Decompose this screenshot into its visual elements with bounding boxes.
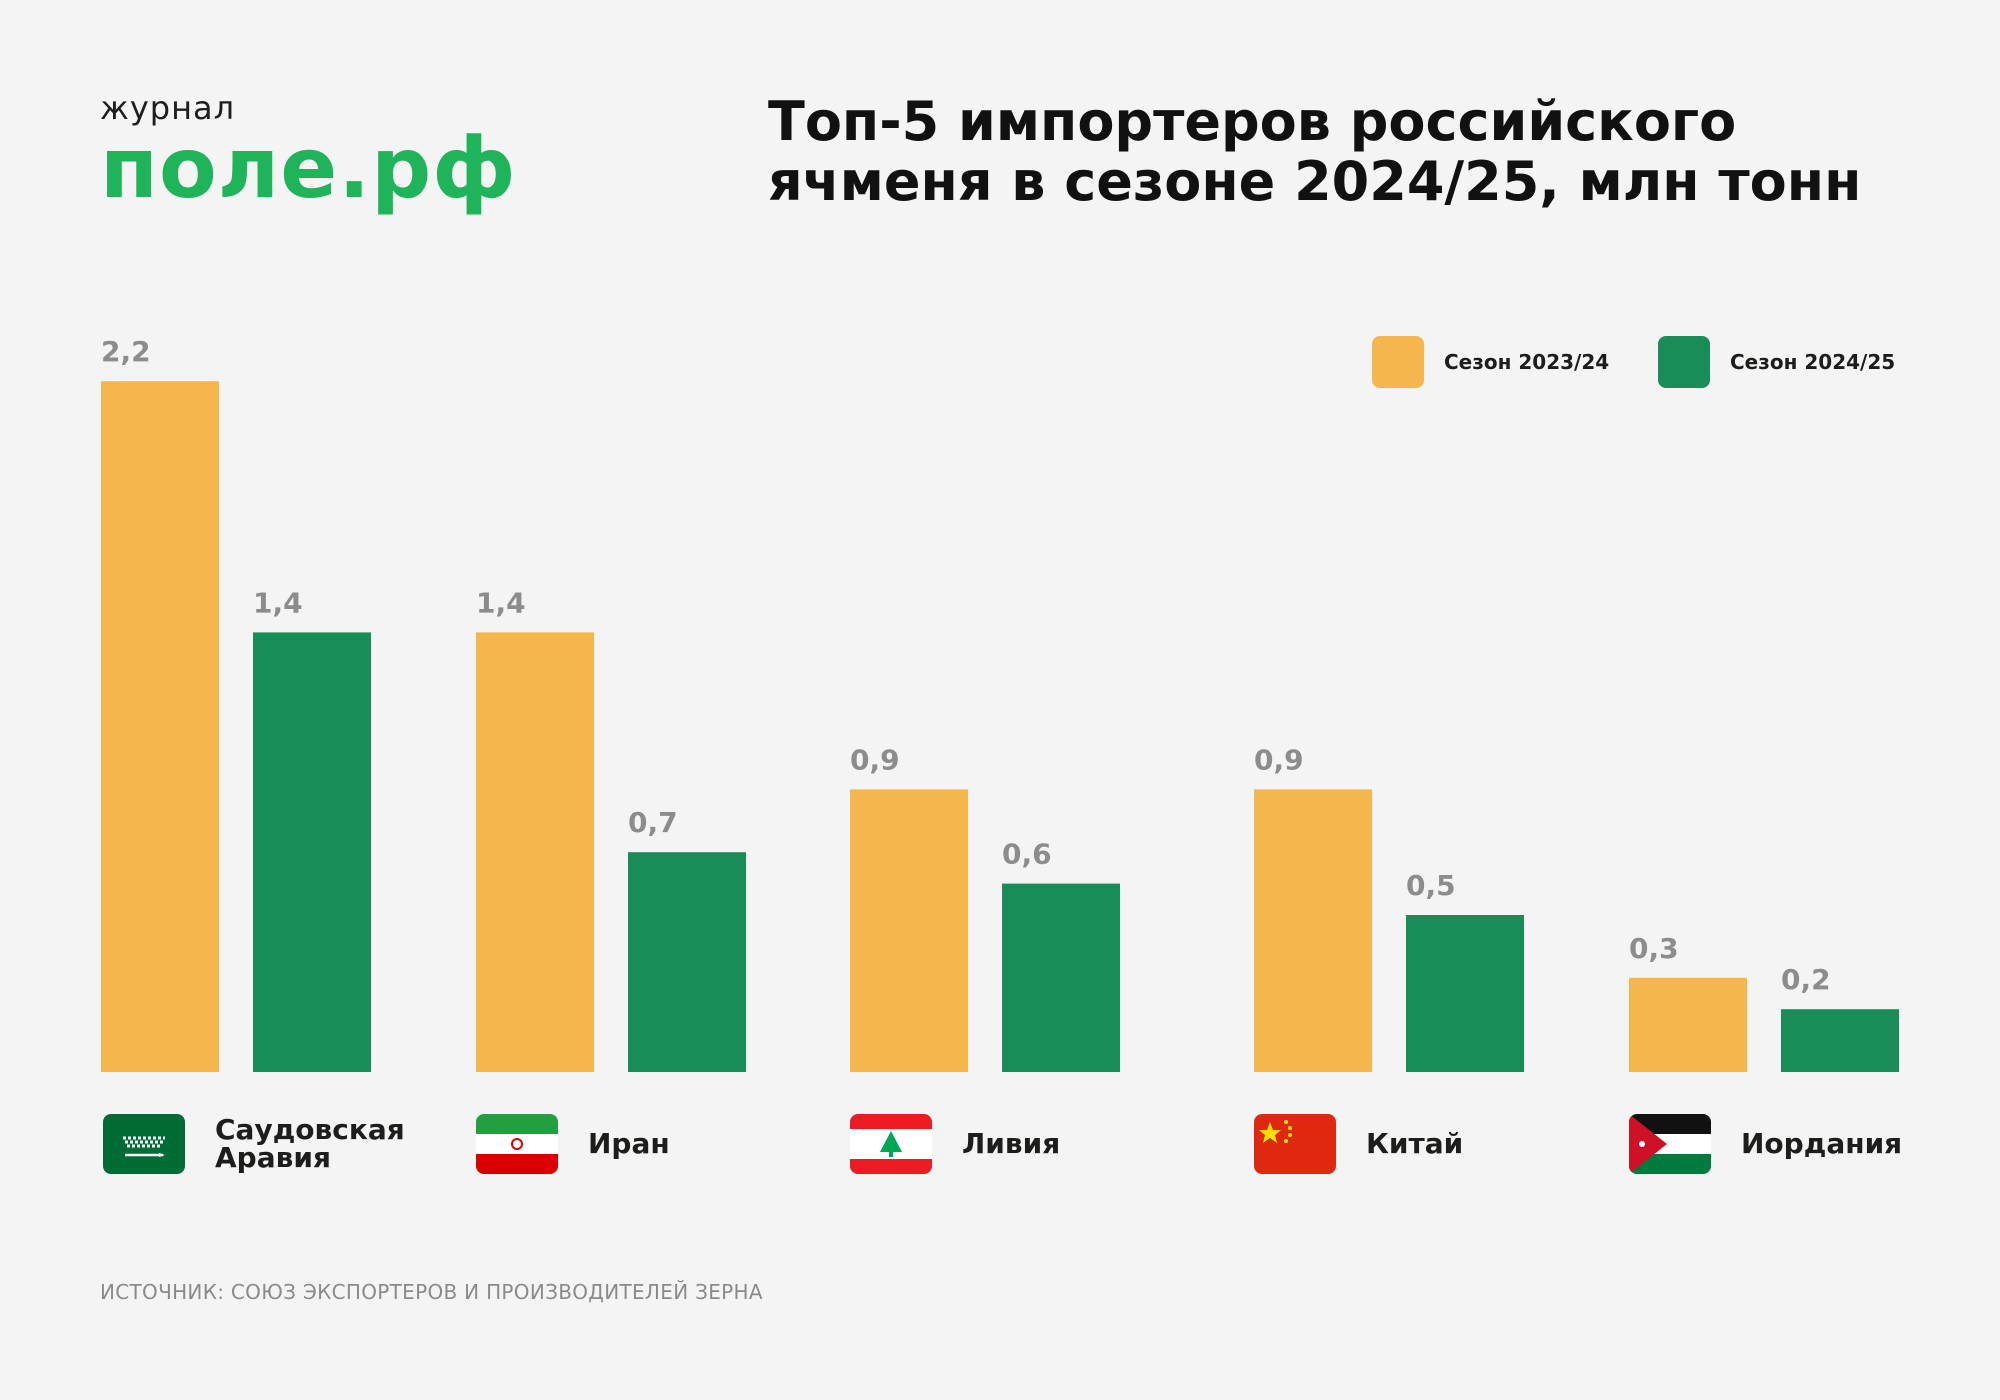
chart-title: Топ-5 импортеров российского ячменя в се…: [768, 92, 1978, 212]
country-label-china: Китай: [1366, 1127, 1464, 1160]
value-label-saudi-arabia-2024: 1,4: [253, 586, 303, 619]
legend-label-2023: Сезон 2023/24: [1444, 350, 1610, 374]
logo-small-text: журнал: [100, 89, 236, 127]
country-label-jordan: Иордания: [1741, 1127, 1903, 1160]
value-label-iran-2024: 0,7: [628, 806, 678, 839]
legend-swatch-2023: [1372, 336, 1424, 388]
source-note: ИСТОЧНИК: СОЮЗ ЭКСПОРТЕРОВ И ПРОИЗВОДИТЕ…: [100, 1280, 763, 1304]
chart-title-line-2: ячменя в сезоне 2024/25, млн тонн: [768, 150, 1862, 213]
country-libya: Ливия: [850, 1114, 1060, 1174]
country-saudi-arabia: Саудовская Аравия: [103, 1114, 405, 1174]
bar-jordan-2023: [1629, 977, 1747, 1072]
legend-label-2024: Сезон 2024/25: [1730, 350, 1896, 374]
country-jordan: Иордания: [1629, 1114, 1902, 1174]
value-label-china-2023: 0,9: [1254, 743, 1304, 776]
bar-saudi-arabia-2024: [253, 632, 371, 1072]
value-label-jordan-2023: 0,3: [1629, 932, 1679, 965]
legend-swatch-2024: [1658, 336, 1710, 388]
bar-libya-2023: [850, 789, 968, 1072]
iran-flag-icon: [476, 1114, 558, 1174]
bar-libya-2024: [1002, 883, 1120, 1072]
bar-china-2024: [1406, 915, 1524, 1072]
legend-item-2024: Сезон 2024/25: [1658, 336, 1895, 388]
bar-iran-2023: [476, 632, 594, 1072]
country-iran: Иран: [476, 1114, 670, 1174]
value-label-china-2024: 0,5: [1406, 869, 1456, 902]
value-label-libya-2023: 0,9: [850, 743, 900, 776]
jordan-flag-icon: [1629, 1114, 1711, 1174]
country-label-libya: Ливия: [962, 1127, 1061, 1160]
country-china: Китай: [1254, 1114, 1463, 1174]
logo-big-text: поле.рф: [100, 119, 517, 217]
legend-item-2023: Сезон 2023/24: [1372, 336, 1609, 388]
chart-title-line-1: Топ-5 импортеров российского: [768, 90, 1737, 153]
bar-jordan-2024: [1781, 1009, 1899, 1072]
value-label-libya-2024: 0,6: [1002, 838, 1052, 871]
bar-iran-2024: [628, 852, 746, 1072]
china-flag-icon: [1254, 1114, 1336, 1174]
country-label-iran: Иран: [588, 1127, 670, 1160]
value-label-saudi-arabia-2023: 2,2: [101, 335, 151, 368]
lebanon-flag-icon: [850, 1114, 932, 1174]
logo: журнал поле.рф: [100, 92, 517, 210]
saudi-arabia-flag-icon: [103, 1114, 185, 1174]
country-label-saudi-arabia: Саудовская Аравия: [215, 1113, 405, 1174]
value-label-jordan-2024: 0,2: [1781, 963, 1831, 996]
value-label-iran-2023: 1,4: [476, 586, 526, 619]
bar-saudi-arabia-2023: [101, 381, 219, 1072]
bar-china-2023: [1254, 789, 1372, 1072]
